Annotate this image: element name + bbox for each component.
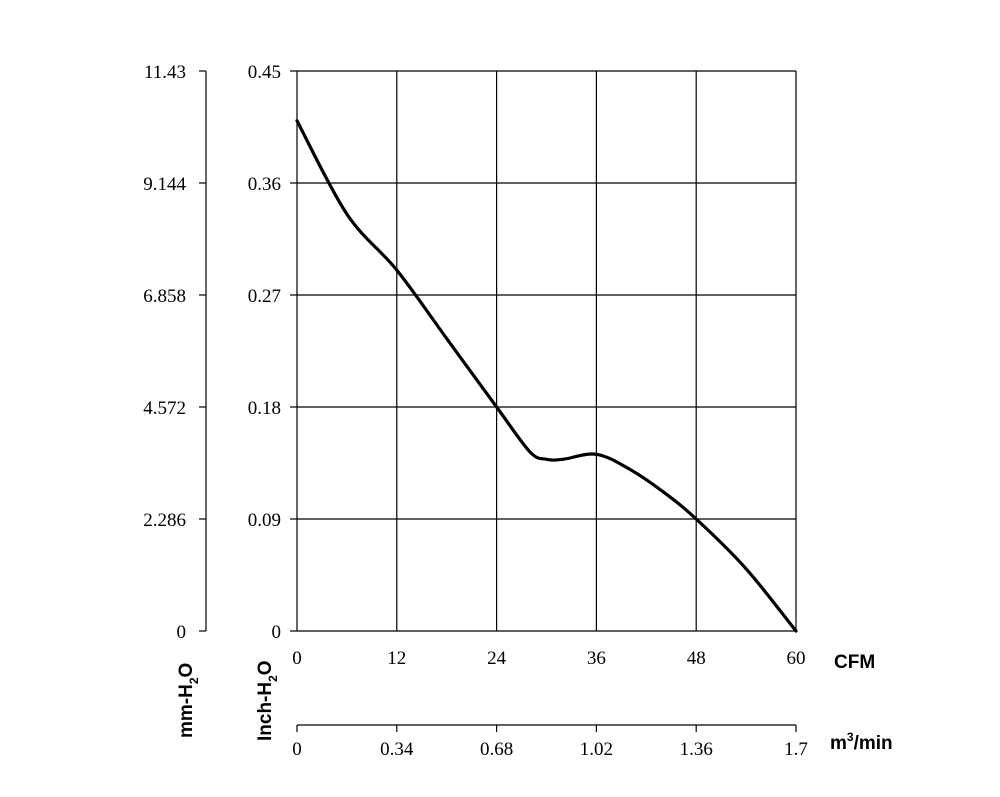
- pressure-curve: [295, 119, 798, 633]
- y-tick-label-mm: 0: [177, 622, 187, 643]
- x-axis-label-m3min-tail: /min: [854, 733, 893, 754]
- y-tick-label-inch: 0.45: [248, 62, 281, 83]
- x-tick-label-m3min: 1.36: [680, 739, 713, 760]
- x-tick-label-m3min: 0.68: [480, 739, 513, 760]
- x-tick-label-m3min: 1.7: [784, 739, 808, 760]
- x-tick-label-m3min: 0.34: [380, 739, 414, 760]
- x-tick-label-cfm: 24: [487, 648, 507, 669]
- y-axis-label-inch-main: Inch-H: [255, 682, 276, 741]
- y-axis-label-mm-tail: O: [176, 663, 197, 678]
- y-axis-label-inch-tail: O: [255, 660, 276, 675]
- y-axis-label-mm: mm-H2O: [176, 663, 201, 738]
- x-tick-label-cfm: 60: [787, 648, 806, 669]
- plot-grid: [296, 70, 797, 632]
- x-tick-label-m3min: 0: [292, 739, 302, 760]
- x-tick-label-m3min: 1.02: [580, 739, 613, 760]
- tick-labels: 0 02.286 0.094.572 0.186.858 0.279.144 0.3611…: [143, 62, 808, 760]
- curve-layer: [295, 119, 798, 633]
- y-tick-label-inch: 0.27: [248, 286, 281, 307]
- x-axis-label-m3min-base: m: [830, 733, 847, 754]
- x-axis-label-m3min-sup: 3: [847, 730, 854, 744]
- y-axis-label-inch-sub: 2: [266, 675, 280, 682]
- y-tick-label-inch: 0.09: [248, 510, 281, 531]
- y-axis-label-mm-sub: 2: [187, 677, 201, 684]
- y-axis-label-mm-main: mm-H: [176, 684, 197, 738]
- x-tick-label-cfm: 0: [292, 648, 302, 669]
- y-tick-label-inch: 0: [272, 622, 282, 643]
- y-tick-label-inch: 0.18: [248, 398, 281, 419]
- y-axis-label-inch: Inch-H2O: [255, 660, 280, 741]
- x-tick-label-cfm: 48: [687, 648, 706, 669]
- y-tick-label-mm: 2.286: [143, 510, 186, 531]
- x-axis-label-m3min: m3/min: [830, 730, 893, 754]
- y-tick-label-inch: 0.36: [248, 174, 281, 195]
- axes-layer: [199, 70, 797, 732]
- y-tick-label-mm: 4.572: [143, 398, 186, 419]
- x-tick-label-cfm: 12: [387, 648, 406, 669]
- y-tick-label-mm: 9.144: [143, 174, 186, 195]
- x-tick-label-cfm: 36: [587, 648, 606, 669]
- y-tick-label-mm: 6.858: [143, 286, 186, 307]
- x-axis-label-cfm: CFM: [834, 652, 875, 673]
- y-tick-label-mm: 11.43: [144, 62, 186, 83]
